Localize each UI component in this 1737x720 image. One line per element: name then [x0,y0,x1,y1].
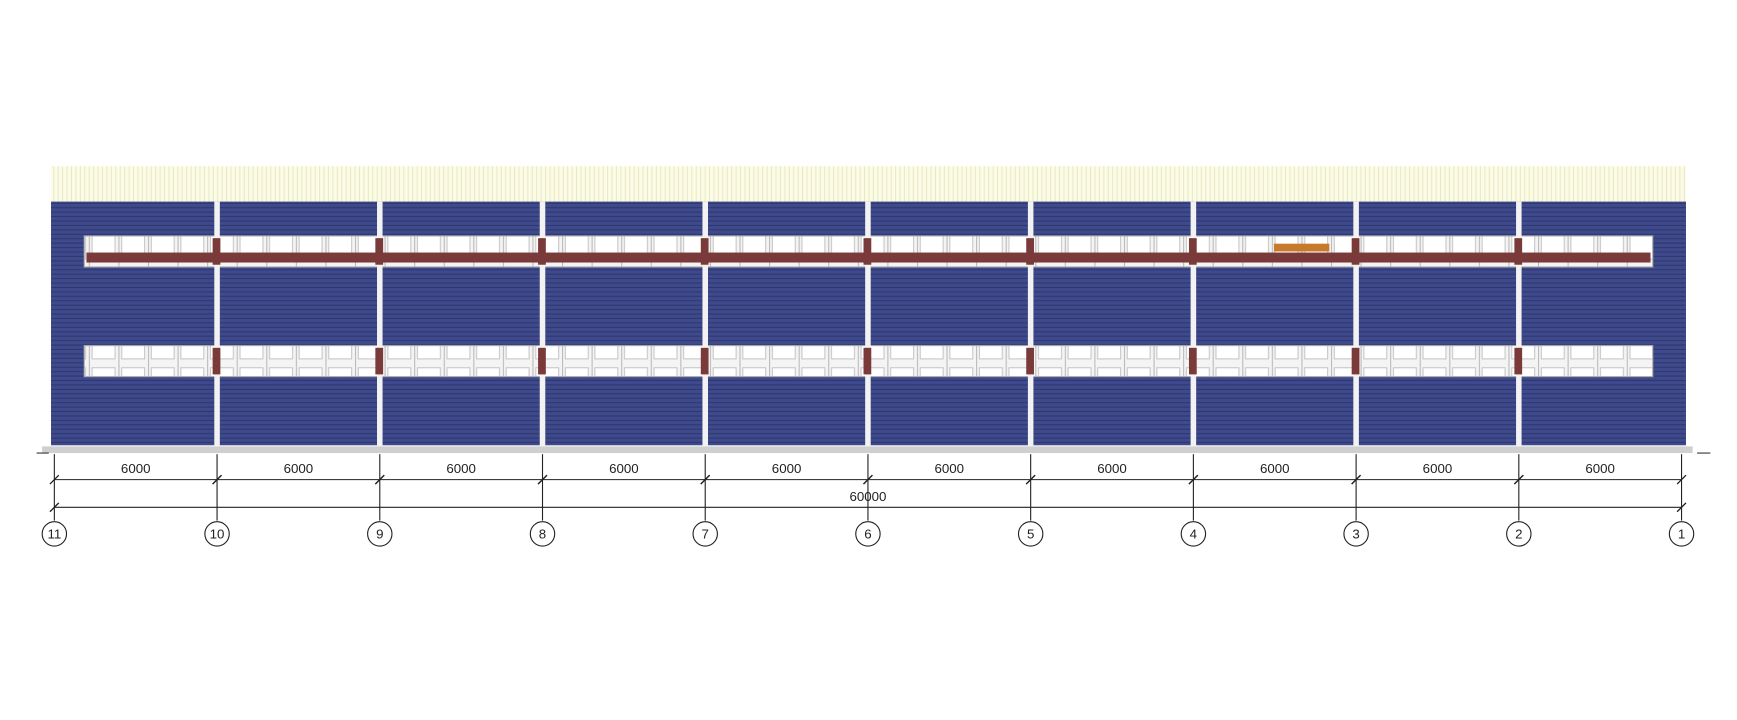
column [1027,201,1034,447]
span-dimension: 6000 [772,461,802,476]
axis-label: 2 [1515,527,1522,542]
column [1516,201,1522,447]
axis-label: 3 [1352,527,1359,542]
axis-bubble [41,521,68,547]
span-dimension: 6000 [446,461,476,476]
post [700,238,709,265]
axis-bubble [1343,521,1369,547]
total-dimension: 60000 [849,489,886,504]
dim-tick [1513,474,1524,485]
post [212,238,221,265]
column [702,201,708,447]
span-dimension: 6000 [1097,461,1127,476]
column [1190,201,1197,447]
dim-tick [700,474,711,485]
roof [51,166,1686,202]
dim-tick [374,474,385,485]
post [375,347,384,375]
axis-bubble [367,521,393,547]
post [700,347,709,375]
post [375,238,384,265]
axis-bubble [855,521,881,547]
dim-tick [1676,502,1687,513]
axis-label: 1 [1678,527,1685,542]
span-dimension: 6000 [1585,461,1615,476]
post [1351,238,1360,265]
axis-bubble [529,521,556,547]
post [1188,347,1197,375]
dim-tick [49,474,60,485]
post [1188,238,1197,265]
post [1026,347,1034,375]
span-dimension: 6000 [609,461,639,476]
dim-tick [863,474,873,485]
axis-bubble [1506,521,1532,547]
column [539,201,546,447]
equipment-item [1273,243,1330,252]
axis-bubble [692,521,718,547]
span-dimension: 6000 [935,461,965,476]
dim-tick [1351,474,1362,485]
span-dimension: 6000 [1423,461,1453,476]
post [1351,347,1360,375]
span-dimension: 6000 [284,461,314,476]
axis-label: 10 [210,527,225,542]
post [1514,238,1523,265]
axis-bubble [1180,521,1207,547]
axis-label: 4 [1190,527,1197,542]
post [863,347,872,375]
axis-label: 6 [864,527,871,542]
ground-line [42,446,1693,454]
axis-bubble [1017,521,1044,547]
dim-tick [1676,474,1687,485]
column [377,201,383,447]
post [1026,238,1034,265]
column [214,201,220,447]
dim-tick [1025,474,1036,485]
span-dimension: 6000 [121,461,151,476]
post [538,347,546,375]
axis-label: 11 [47,527,61,542]
column [1353,201,1359,447]
axis-label: 5 [1027,527,1034,542]
dim-tick [1188,474,1199,485]
post [863,238,872,265]
axis-label: 8 [539,527,546,542]
dim-tick [49,502,60,513]
axis-label: 7 [702,527,709,542]
post [212,347,221,375]
column [865,201,871,447]
axis-label: 9 [376,527,383,542]
axis-bubble [204,521,230,547]
axis-bubble [1668,521,1695,547]
post [1514,347,1523,375]
dim-tick [537,474,548,485]
dimension-layer: 11 10 9 8 7 6 5 4 3 2 1 6000 6000 6000 6000 6000 6000 600… [41,201,1695,547]
span-dimension: 6000 [1260,461,1290,476]
post [538,238,546,265]
dim-tick [212,474,222,485]
